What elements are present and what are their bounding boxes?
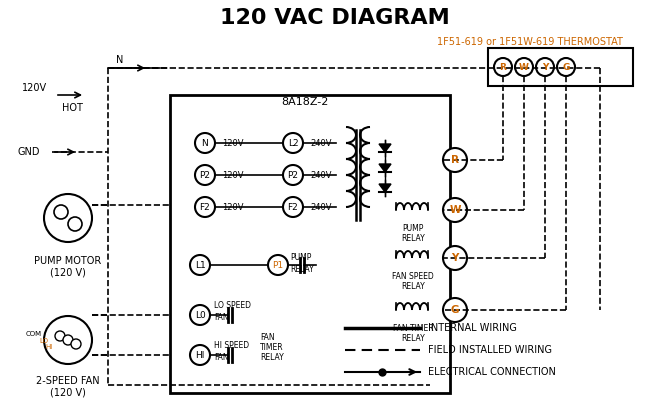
- Circle shape: [283, 133, 303, 153]
- Text: 1F51-619 or 1F51W-619 THERMOSTAT: 1F51-619 or 1F51W-619 THERMOSTAT: [437, 37, 623, 47]
- Text: LO SPEED: LO SPEED: [214, 302, 251, 310]
- Circle shape: [54, 205, 68, 219]
- Circle shape: [55, 331, 65, 341]
- Circle shape: [443, 148, 467, 172]
- Text: G: G: [451, 305, 459, 315]
- Text: FAN TIMER
RELAY: FAN TIMER RELAY: [393, 324, 433, 344]
- Text: 240V: 240V: [310, 171, 332, 179]
- Circle shape: [190, 255, 210, 275]
- Circle shape: [443, 298, 467, 322]
- Circle shape: [44, 194, 92, 242]
- Text: ELECTRICAL CONNECTION: ELECTRICAL CONNECTION: [428, 367, 556, 377]
- Text: 2-SPEED FAN
(120 V): 2-SPEED FAN (120 V): [36, 376, 100, 398]
- Bar: [488, 48, 633, 86]
- Polygon shape: [379, 144, 391, 152]
- Text: P1: P1: [273, 261, 283, 269]
- Text: L1: L1: [194, 261, 206, 269]
- Text: 240V: 240V: [310, 139, 332, 147]
- Text: PUMP: PUMP: [290, 253, 312, 261]
- Text: W: W: [450, 205, 461, 215]
- Text: G: G: [562, 62, 570, 72]
- Text: P2: P2: [287, 171, 299, 179]
- Text: FAN: FAN: [214, 354, 228, 362]
- Text: 120 VAC DIAGRAM: 120 VAC DIAGRAM: [220, 8, 450, 28]
- Text: HI: HI: [46, 344, 53, 350]
- Circle shape: [268, 255, 288, 275]
- Circle shape: [494, 58, 512, 76]
- Text: 120V: 120V: [222, 202, 243, 212]
- Text: W: W: [519, 62, 529, 72]
- Circle shape: [44, 316, 92, 364]
- Circle shape: [195, 197, 215, 217]
- Text: 120V: 120V: [222, 171, 243, 179]
- Text: PUMP MOTOR
(120 V): PUMP MOTOR (120 V): [34, 256, 102, 278]
- Text: FAN SPEED
RELAY: FAN SPEED RELAY: [392, 272, 434, 291]
- Text: F2: F2: [287, 202, 298, 212]
- Text: FAN: FAN: [214, 313, 228, 323]
- Text: HI SPEED: HI SPEED: [214, 341, 249, 351]
- Circle shape: [195, 165, 215, 185]
- Circle shape: [443, 198, 467, 222]
- Text: 8A18Z-2: 8A18Z-2: [281, 97, 329, 107]
- Text: RELAY: RELAY: [260, 354, 284, 362]
- Text: 240V: 240V: [310, 202, 332, 212]
- Text: P2: P2: [200, 171, 210, 179]
- Text: Y: Y: [452, 253, 459, 263]
- Circle shape: [515, 58, 533, 76]
- Text: L0: L0: [194, 310, 206, 320]
- Text: F2: F2: [200, 202, 210, 212]
- Text: 120V: 120V: [222, 139, 243, 147]
- Circle shape: [190, 345, 210, 365]
- Polygon shape: [379, 164, 391, 172]
- Text: GND: GND: [18, 147, 40, 157]
- Text: L2: L2: [287, 139, 298, 147]
- Circle shape: [68, 217, 82, 231]
- Text: N: N: [202, 139, 208, 147]
- Text: FIELD INSTALLED WIRING: FIELD INSTALLED WIRING: [428, 345, 552, 355]
- Text: PUMP
RELAY: PUMP RELAY: [401, 224, 425, 243]
- Circle shape: [71, 339, 81, 349]
- Circle shape: [557, 58, 575, 76]
- Text: COM: COM: [26, 331, 42, 337]
- Text: TIMER: TIMER: [260, 344, 283, 352]
- Text: HI: HI: [196, 351, 205, 360]
- Text: 120V: 120V: [22, 83, 47, 93]
- Circle shape: [63, 335, 73, 345]
- Text: FAN: FAN: [260, 334, 275, 342]
- Circle shape: [195, 133, 215, 153]
- Circle shape: [536, 58, 554, 76]
- Text: R: R: [451, 155, 459, 165]
- Text: INTERNAL WIRING: INTERNAL WIRING: [428, 323, 517, 333]
- Circle shape: [283, 165, 303, 185]
- Text: R: R: [500, 62, 507, 72]
- Text: RELAY: RELAY: [290, 264, 314, 274]
- Text: LO: LO: [39, 338, 48, 344]
- Circle shape: [443, 246, 467, 270]
- Bar: [170, 95, 450, 393]
- Text: N: N: [117, 55, 124, 65]
- Circle shape: [283, 197, 303, 217]
- Circle shape: [190, 305, 210, 325]
- Text: Y: Y: [542, 62, 548, 72]
- Text: HOT: HOT: [62, 103, 83, 113]
- Polygon shape: [379, 184, 391, 192]
